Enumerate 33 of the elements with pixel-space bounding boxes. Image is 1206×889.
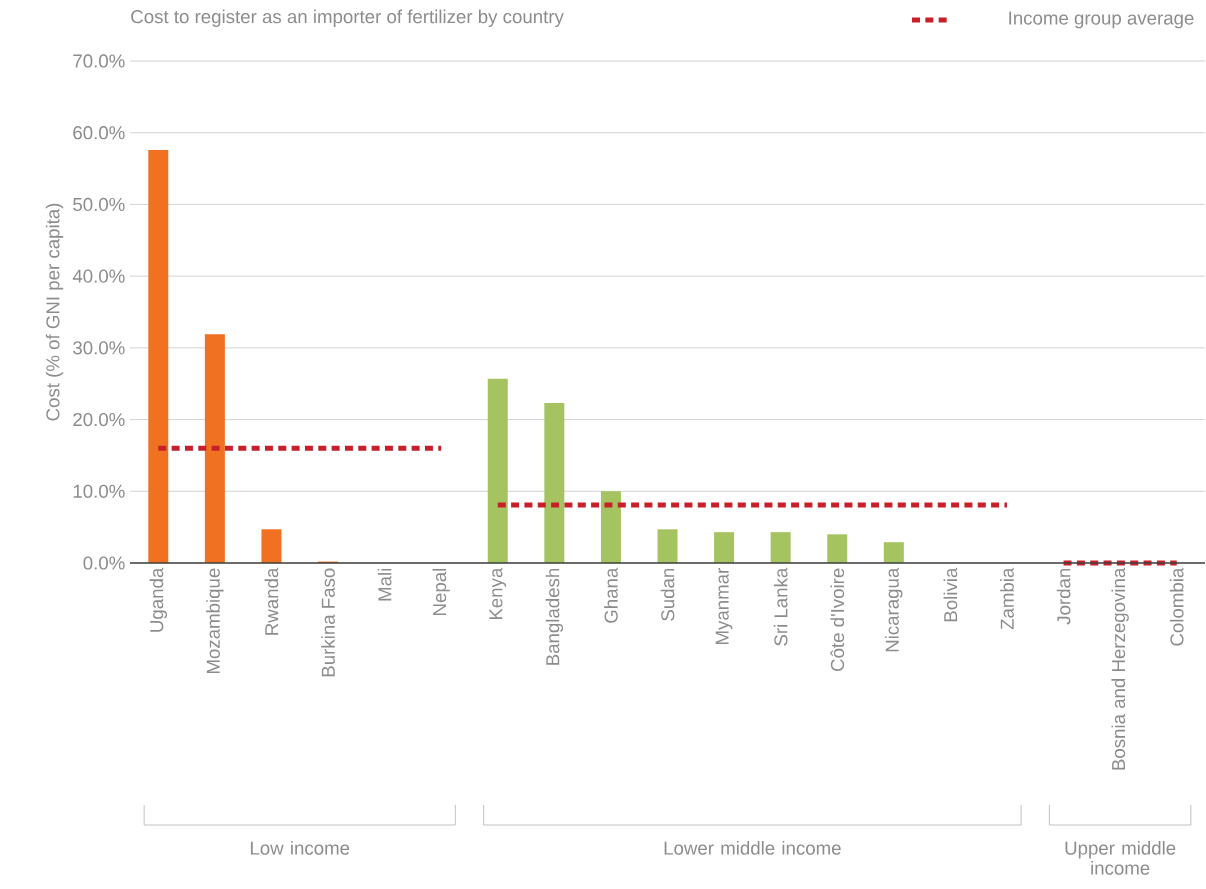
x-tick-label: Sri Lanka — [773, 567, 788, 646]
x-tick-label: Bosnia and Herzegovina — [1111, 567, 1129, 770]
x-tick-label: Burkina Faso — [321, 568, 335, 677]
y-tick-label: 40.0% — [72, 269, 125, 283]
x-tick-label: Myanmar — [715, 568, 733, 644]
y-axis-title: Cost (% of GNI per capita) — [45, 203, 64, 421]
y-tick-label: 10.0% — [73, 484, 125, 498]
chart-title: Cost to register as an importer of fertilizer by country — [131, 9, 564, 27]
y-tick-label: 60.0% — [73, 126, 125, 140]
y-tick-label: 20.0% — [73, 412, 125, 427]
x-tick-label: Rwanda — [264, 567, 279, 635]
x-tick-label: Bolivia — [943, 567, 958, 622]
y-tick-label: 70.0% — [73, 54, 125, 68]
x-tick-label: Sudan — [660, 568, 675, 621]
x-tick-label: Nepal — [432, 568, 450, 615]
x-tick-label: Ghana — [604, 567, 618, 623]
y-tick-label: 30.0% — [73, 341, 125, 355]
x-tick-label: Kenya — [489, 567, 507, 620]
y-tick-label: 0.0% — [83, 556, 125, 570]
text: Low income — [250, 841, 350, 855]
x-tick-label: Colombia — [1169, 567, 1184, 646]
text: Lower middle income — [664, 841, 841, 855]
x-tick-label: Nicaragua — [885, 567, 903, 652]
x-tick-label: Côte d'Ivoire — [830, 568, 845, 671]
x-tick-label: Mozambique — [206, 568, 224, 674]
x-tick-label: Mali — [377, 568, 392, 601]
x-tick-label: Jordan — [1056, 568, 1071, 625]
text: Upper middle income — [1065, 841, 1176, 875]
text: Income group average — [1009, 11, 1194, 29]
x-tick-label: Uganda — [149, 567, 167, 632]
x-tick-label: Zambia — [1000, 567, 1014, 630]
y-tick-label: 50.0% — [73, 197, 125, 212]
x-tick-label: Bangladesh — [545, 568, 564, 665]
